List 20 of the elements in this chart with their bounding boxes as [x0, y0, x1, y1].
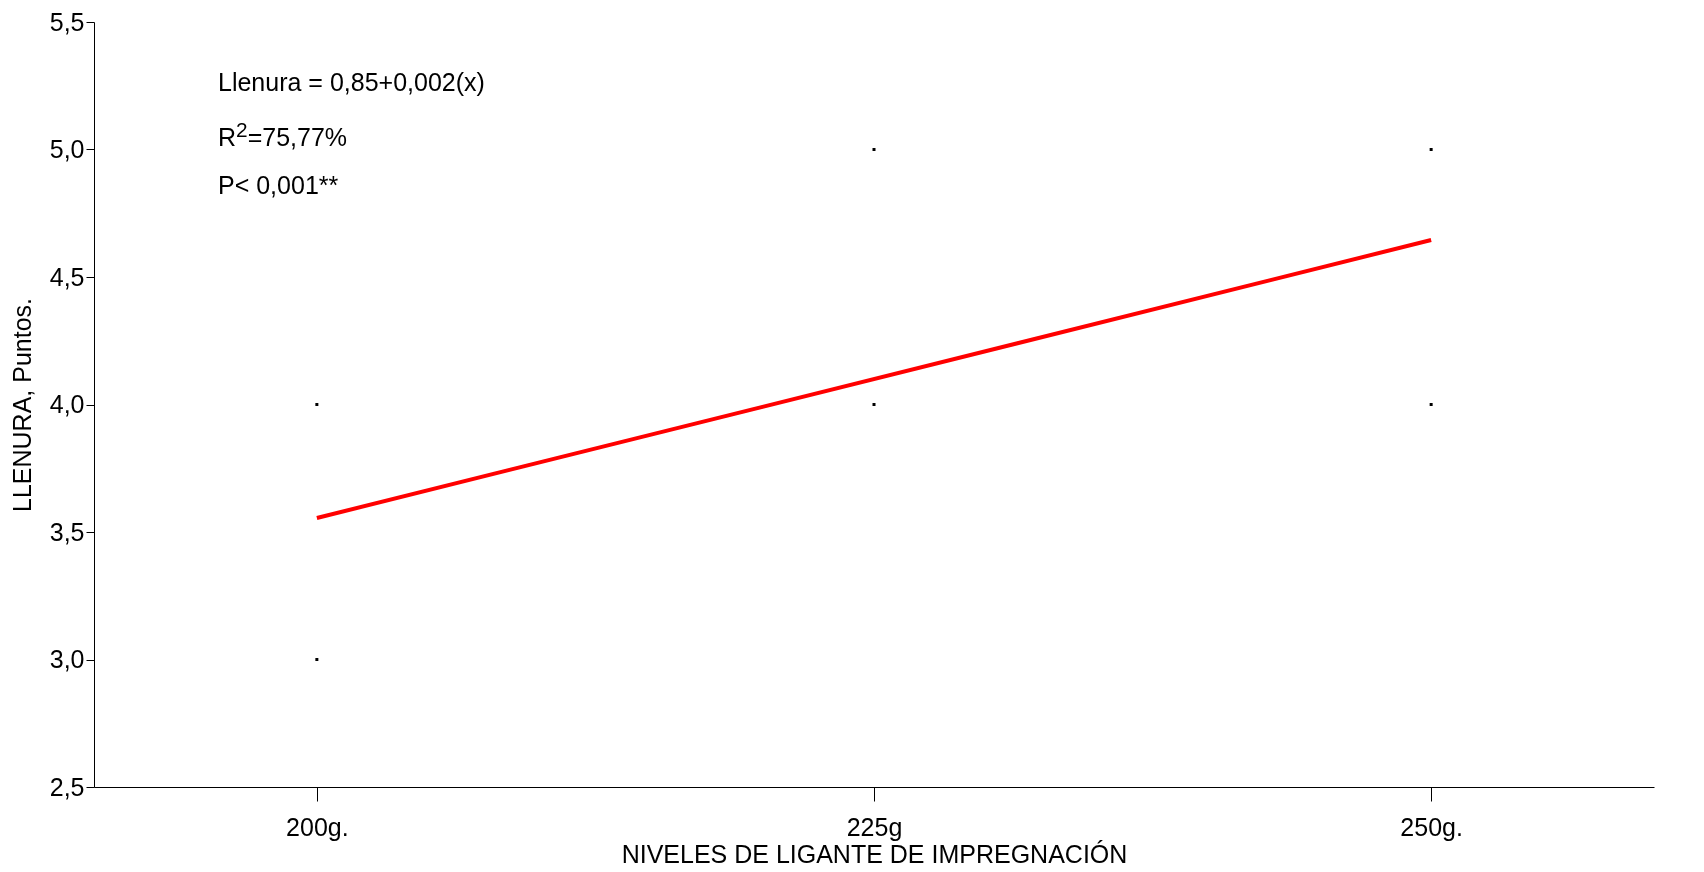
point: [1429, 403, 1433, 406]
y-tick-label: 2,5: [49, 772, 85, 801]
point: [872, 403, 876, 406]
y-tick-label: 3,0: [49, 645, 85, 673]
annotation: R$^{2}$=75,77%: [218, 117, 349, 154]
annotation: P< 0,001**: [218, 170, 340, 202]
point: [315, 658, 319, 661]
annotation: Llenura = 0,85+0,002(x): [218, 67, 485, 98]
point: [872, 148, 876, 151]
point: [315, 403, 319, 406]
y-tick-label: 4,5: [49, 262, 85, 291]
x-tick-label: 250g.: [1400, 812, 1463, 841]
x-tick-label: 200g.: [286, 812, 349, 841]
point: [1429, 148, 1433, 151]
x-tick-label: 225g: [846, 812, 903, 841]
y-tick-label: 4,0: [49, 390, 85, 418]
y-axis-title: LLENURA, Puntos.: [7, 298, 36, 512]
y-tick-label: 5,0: [49, 135, 85, 163]
y-tick-label: 5,5: [49, 7, 85, 36]
y-tick-label: 3,5: [49, 517, 85, 546]
